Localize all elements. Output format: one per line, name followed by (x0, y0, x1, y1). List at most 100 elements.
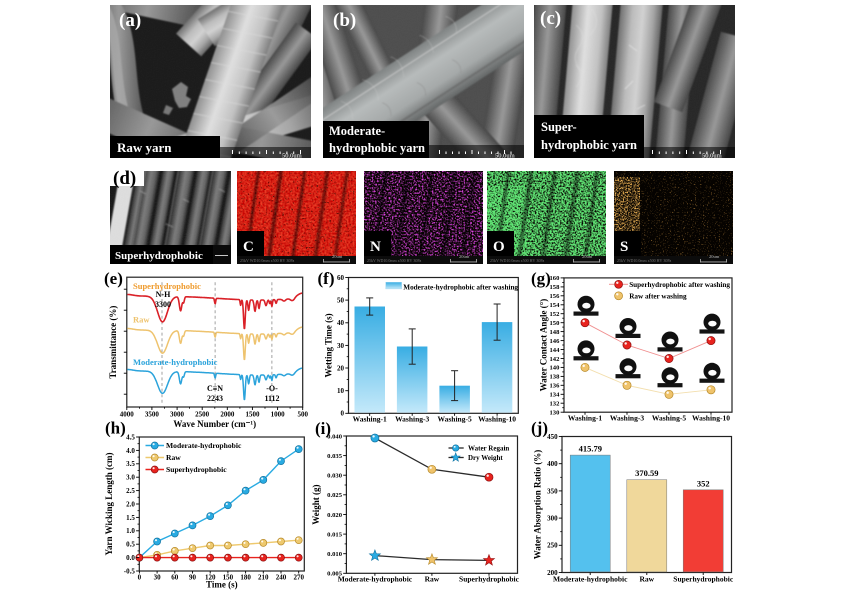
svg-text:Moderate-hydrophobic after was: Moderate-hydrophobic after washing (403, 284, 518, 292)
svg-text:N: N (370, 239, 381, 255)
svg-text:Raw yarn: Raw yarn (117, 140, 172, 155)
svg-text:1.5: 1.5 (126, 514, 135, 522)
svg-text:Wetting Time (s): Wetting Time (s) (323, 313, 333, 377)
svg-text:0.030: 0.030 (327, 473, 343, 480)
svg-text:300: 300 (547, 515, 558, 523)
svg-text:134: 134 (550, 392, 561, 399)
svg-text:90: 90 (189, 573, 197, 581)
svg-text:Superhydrophobic: Superhydrophobic (133, 281, 201, 291)
svg-text:Washing-5: Washing-5 (652, 414, 686, 423)
svg-text:Wave Number (cm⁻¹): Wave Number (cm⁻¹) (173, 419, 256, 429)
svg-text:148: 148 (550, 329, 561, 336)
svg-text:(c): (c) (540, 8, 561, 29)
svg-text:Superhydrophobic: Superhydrophobic (459, 575, 520, 584)
svg-text:20um: 20um (332, 254, 343, 259)
svg-text:2.0: 2.0 (126, 500, 135, 508)
svg-text:Super-: Super- (541, 120, 577, 134)
svg-text:270: 270 (293, 573, 304, 581)
svg-text:3500: 3500 (145, 411, 160, 419)
svg-text:138: 138 (550, 374, 561, 381)
svg-text:1.0: 1.0 (126, 527, 135, 535)
svg-text:Raw: Raw (425, 575, 440, 584)
svg-text:150: 150 (223, 573, 234, 581)
svg-text:25kV WD10.0mm x500 HV 30Pa: 25kV WD10.0mm x500 HV 30Pa (617, 258, 672, 263)
svg-text:hydrophobic yarn: hydrophobic yarn (329, 141, 425, 155)
svg-text:Raw: Raw (166, 453, 181, 462)
svg-text:(i): (i) (315, 419, 331, 438)
svg-text:160: 160 (550, 275, 561, 282)
svg-text:0.005: 0.005 (327, 571, 343, 578)
svg-text:S: S (620, 239, 628, 255)
svg-text:0.015: 0.015 (327, 531, 343, 538)
svg-text:Moderate-hydrophobic: Moderate-hydrophobic (133, 357, 218, 367)
svg-text:(j): (j) (531, 419, 548, 438)
svg-text:150: 150 (550, 320, 561, 327)
svg-text:156: 156 (550, 293, 561, 300)
svg-text:370.59: 370.59 (635, 468, 658, 478)
svg-text:(d): (d) (113, 168, 136, 189)
svg-text:20um: 20um (459, 254, 470, 259)
svg-text:3.5: 3.5 (126, 460, 135, 468)
svg-text:Raw after washing: Raw after washing (629, 293, 687, 301)
svg-text:Moderate-hydrophobic: Moderate-hydrophobic (553, 574, 628, 583)
svg-text:C: C (243, 239, 254, 255)
svg-text:4.0: 4.0 (126, 447, 135, 455)
svg-text:350: 350 (547, 487, 558, 495)
svg-text:50.0um: 50.0um (282, 153, 302, 160)
svg-text:415.79: 415.79 (579, 444, 602, 454)
svg-text:132: 132 (550, 401, 561, 408)
svg-text:0.0: 0.0 (126, 554, 135, 562)
svg-text:2.5: 2.5 (126, 487, 135, 495)
svg-text:40: 40 (337, 319, 345, 327)
svg-text:0: 0 (138, 573, 142, 581)
svg-text:0.040: 0.040 (327, 433, 343, 440)
svg-text:-0.5: -0.5 (124, 567, 136, 575)
svg-text:25kV WD10.0mm x500 HV 30Pa: 25kV WD10.0mm x500 HV 30Pa (490, 258, 545, 263)
svg-text:30: 30 (154, 573, 162, 581)
svg-text:50.0um: 50.0um (702, 153, 722, 160)
svg-text:146: 146 (550, 338, 561, 345)
svg-text:Water Regain: Water Regain (468, 444, 509, 452)
svg-text:158: 158 (550, 284, 561, 291)
svg-text:Washing-1: Washing-1 (568, 414, 602, 423)
svg-text:3300: 3300 (155, 300, 171, 309)
svg-text:1112: 1112 (264, 394, 279, 403)
svg-text:0.035: 0.035 (327, 453, 343, 460)
svg-text:210: 210 (258, 573, 269, 581)
svg-text:2000: 2000 (220, 411, 235, 419)
svg-text:C≡N: C≡N (207, 384, 223, 393)
svg-text:30: 30 (337, 342, 345, 350)
svg-text:450: 450 (547, 433, 558, 441)
svg-text:500: 500 (297, 411, 308, 419)
svg-text:Superhydrophobic after washing: Superhydrophobic after washing (629, 281, 730, 289)
svg-text:Washing-5: Washing-5 (438, 415, 472, 424)
svg-text:hydrophobic yarn: hydrophobic yarn (541, 138, 637, 152)
svg-text:Moderate-hydrophobic: Moderate-hydrophobic (166, 441, 242, 450)
svg-text:60: 60 (171, 573, 179, 581)
svg-text:Superhydrophobic: Superhydrophobic (115, 250, 203, 262)
svg-text:Raw: Raw (133, 315, 150, 325)
svg-text:Raw: Raw (639, 574, 654, 583)
svg-text:Washing-3: Washing-3 (395, 415, 429, 424)
svg-text:25kV WD10.0mm x500 HV 30Pa: 25kV WD10.0mm x500 HV 30Pa (240, 258, 295, 263)
svg-text:Superhydrophobic: Superhydrophobic (166, 465, 227, 474)
svg-text:1000: 1000 (271, 411, 286, 419)
svg-text:2243: 2243 (207, 394, 223, 403)
svg-text:152: 152 (550, 311, 561, 318)
svg-text:60: 60 (337, 274, 345, 282)
svg-text:-O-: -O- (266, 384, 278, 393)
svg-text:Superhydrophobic: Superhydrophobic (673, 574, 734, 583)
svg-text:352: 352 (697, 478, 710, 488)
svg-text:142: 142 (550, 356, 561, 363)
svg-text:N-H: N-H (156, 290, 171, 299)
svg-text:20: 20 (337, 364, 345, 372)
svg-text:Water Contact Angle (°): Water Contact Angle (°) (538, 299, 548, 392)
svg-text:Moderate-hydrophobic: Moderate-hydrophobic (338, 575, 413, 584)
svg-text:3000: 3000 (170, 411, 185, 419)
svg-text:0.025: 0.025 (327, 492, 343, 499)
svg-text:Washing-1: Washing-1 (353, 415, 387, 424)
svg-text:50: 50 (337, 297, 345, 305)
svg-text:140: 140 (550, 365, 561, 372)
svg-text:20um: 20um (582, 254, 593, 259)
svg-text:Moderate-: Moderate- (329, 124, 385, 138)
